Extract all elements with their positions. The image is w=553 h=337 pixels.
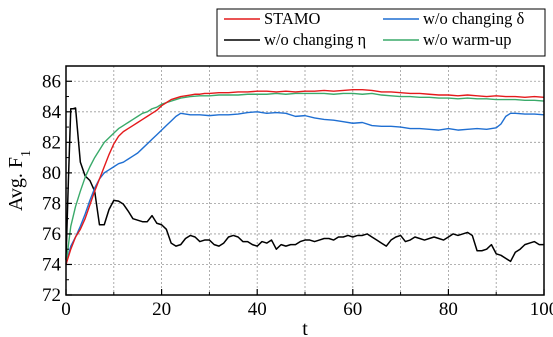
y-tick-label: 84 (42, 102, 62, 123)
series-lines (65, 88, 545, 265)
y-tick-label: 82 (42, 132, 61, 153)
legend-label: w/o warm-up (423, 30, 511, 49)
legend-label: w/o changing δ (423, 9, 524, 28)
y-tick-label: 74 (42, 254, 62, 275)
legend-label: STAMO (264, 9, 321, 28)
y-tick-label: 78 (42, 193, 61, 214)
x-tick-label: 0 (61, 299, 71, 320)
series-line (65, 111, 545, 265)
x-tick-label: 80 (439, 299, 458, 320)
x-tick-label: 20 (152, 299, 171, 320)
x-tick-label: 60 (343, 299, 362, 320)
x-tick-labels: 0 20 40 60 80 100 (61, 299, 553, 320)
y-tick-label: 86 (42, 71, 61, 92)
legend: STAMO w/o changing δ w/o changing η w/o war… (216, 8, 546, 57)
series-line (65, 107, 544, 263)
series-line (65, 92, 545, 265)
x-tick-label: 100 (530, 299, 553, 320)
x-tick-label: 40 (248, 299, 267, 320)
plot-area (65, 65, 545, 296)
series-line (65, 88, 545, 265)
x-axis-title: t (302, 318, 308, 337)
y-tick-labels: 72 74 76 78 80 82 84 86 (42, 71, 62, 306)
legend-box (216, 8, 546, 57)
legend-label: w/o changing η (264, 30, 366, 49)
y-axis-title-subscript: 1 (19, 150, 34, 157)
y-tick-label: 76 (42, 224, 61, 245)
y-tick-label: 72 (42, 285, 61, 306)
grid-lines (66, 66, 544, 295)
y-tick-label: 80 (42, 163, 61, 184)
tick-marks (65, 80, 545, 296)
y-axis-title: Avg. F1 (5, 150, 34, 211)
y-axis-title-main: Avg. F (5, 157, 27, 211)
